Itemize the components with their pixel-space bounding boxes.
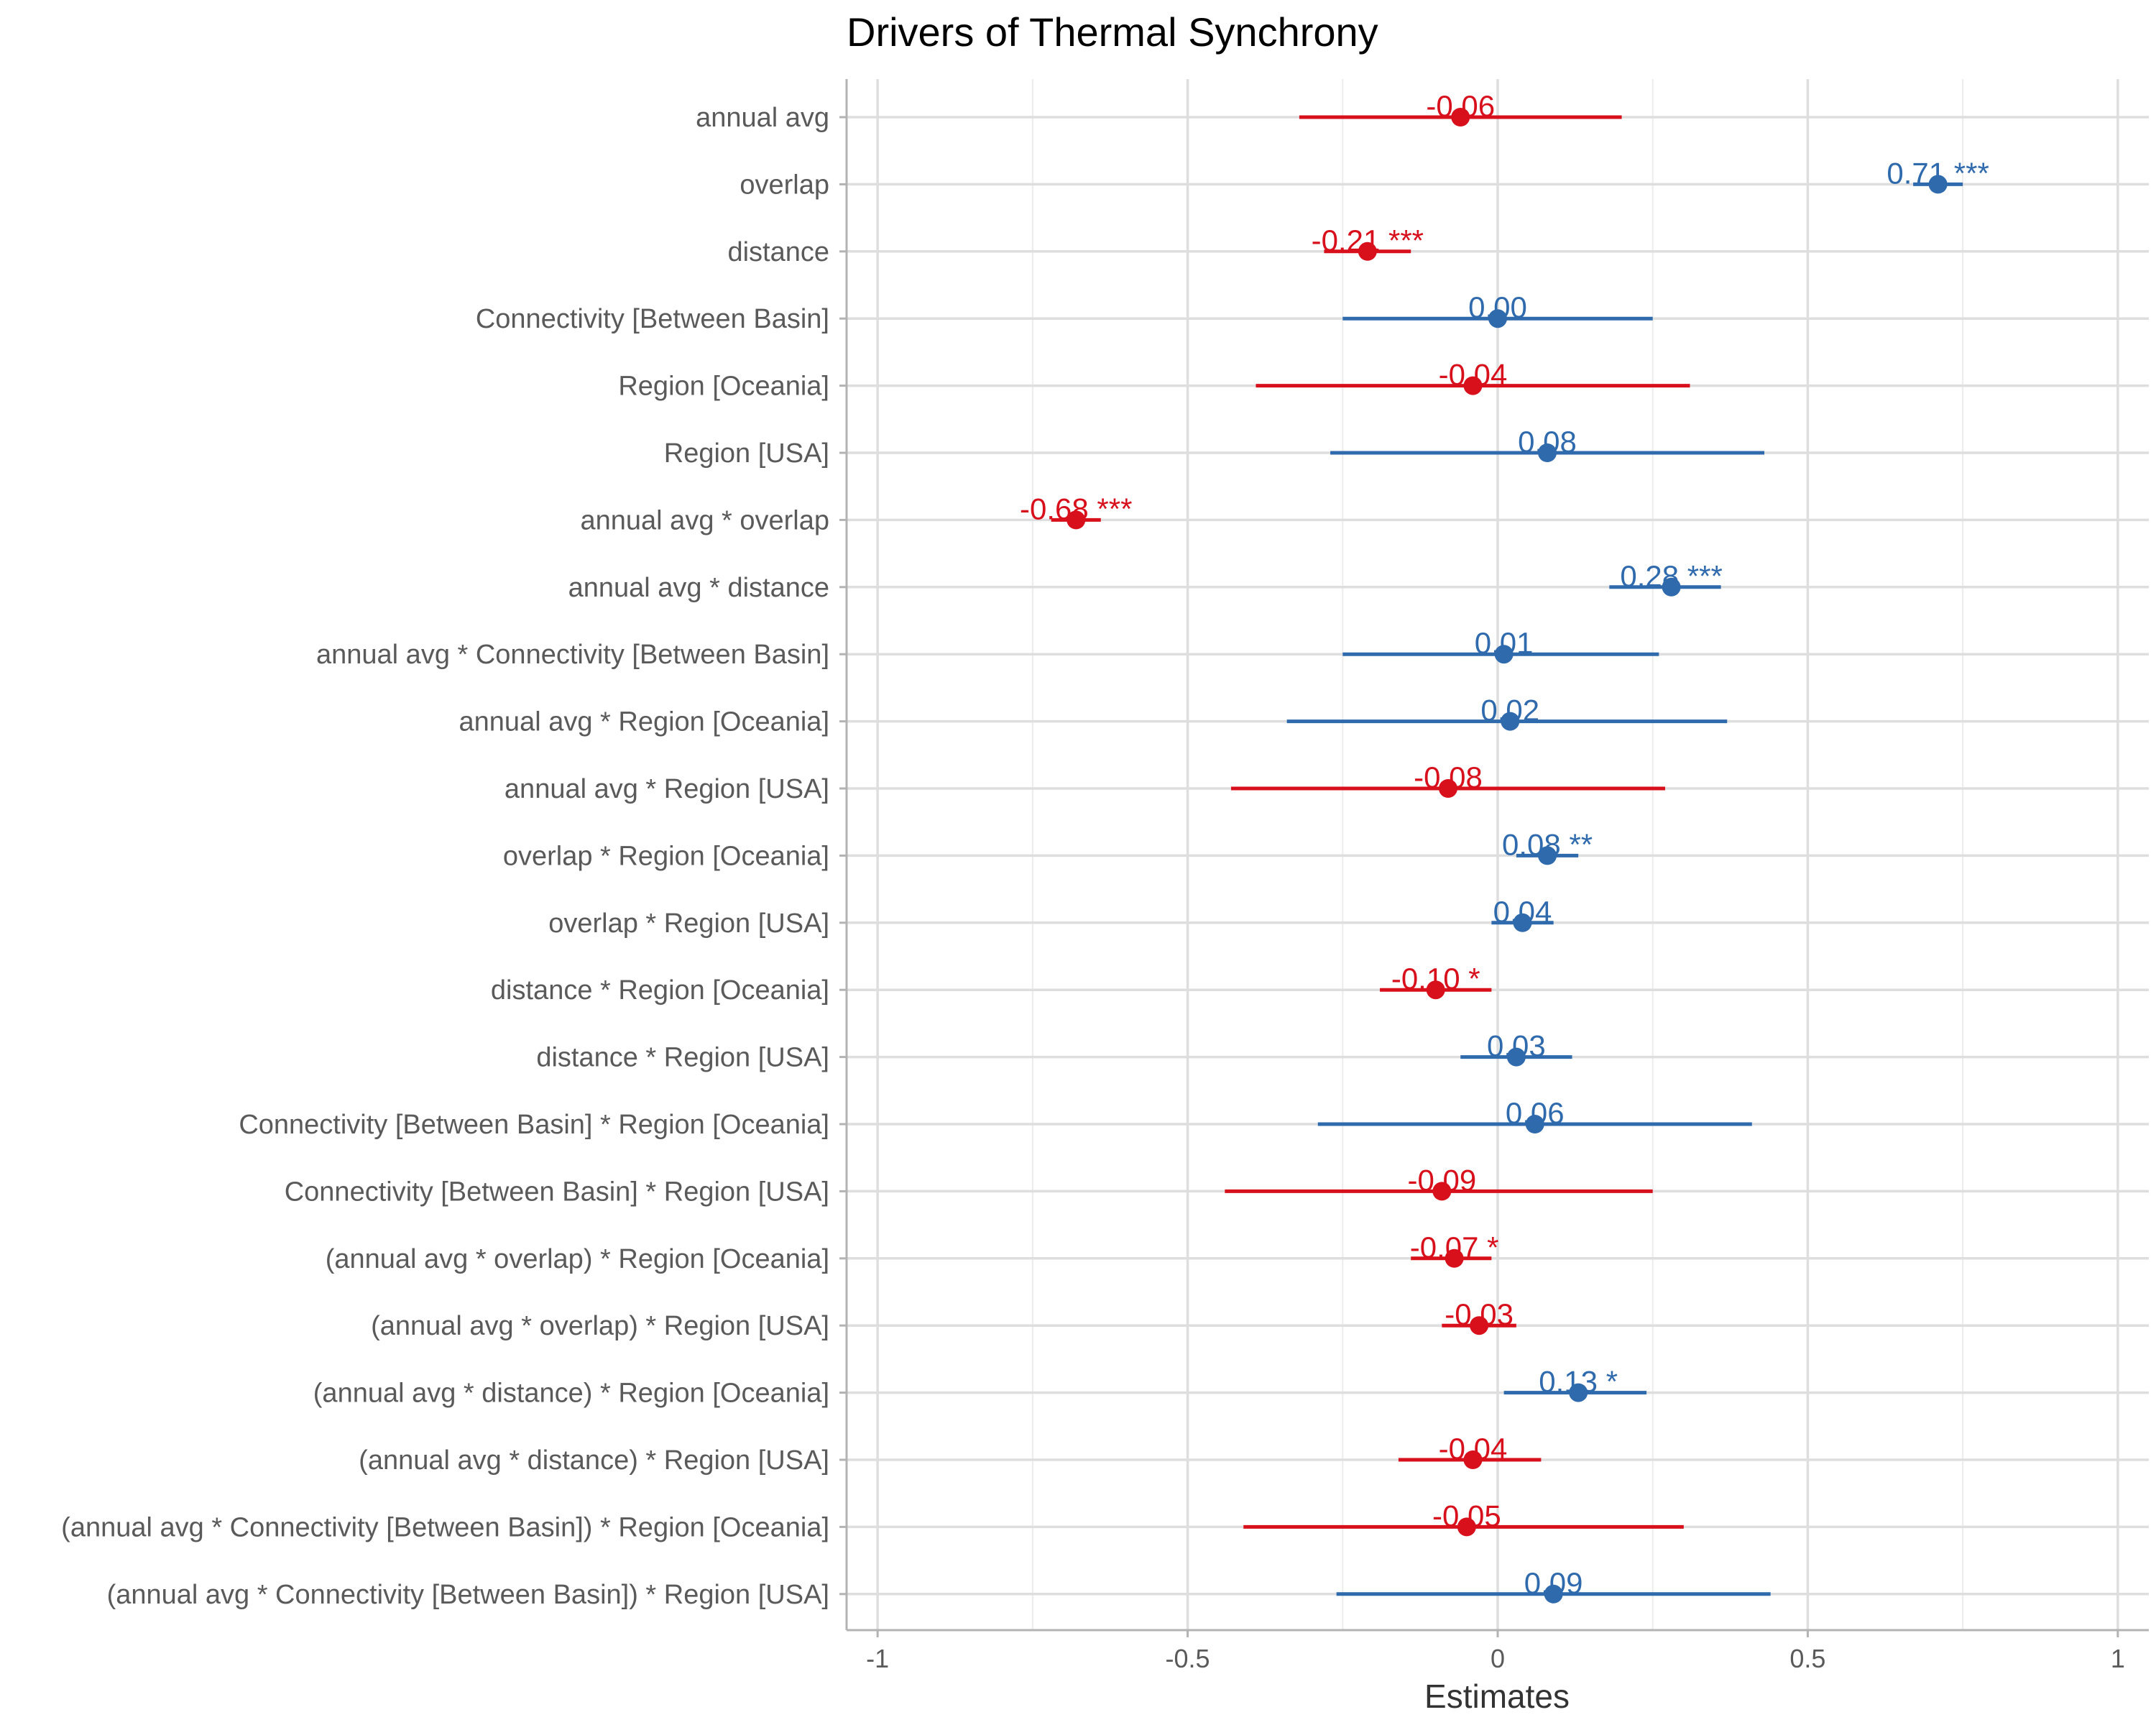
y-tick-label: Connectivity [Between Basin] * Region [U…: [285, 1177, 829, 1207]
y-tick-label: (annual avg * Connectivity [Between Basi…: [107, 1580, 829, 1610]
marks-layer: -0.06 0.71 *** -0.21 *** 0.00 -0.04 0.08 -0.68…: [1020, 89, 1989, 1604]
estimate-label: -0.21 ***: [1312, 224, 1424, 257]
y-tick-label: (annual avg * distance) * Region [Oceani…: [313, 1379, 829, 1409]
x-tick-label: -0.5: [1166, 1644, 1210, 1673]
estimate-label: 0.08: [1518, 425, 1577, 459]
estimate-point: [1538, 846, 1557, 865]
y-tick-label: distance: [727, 237, 829, 267]
estimate-label: 0.71 ***: [1886, 156, 1989, 190]
y-tick-label: distance * Region [Oceania]: [491, 975, 829, 1006]
y-tick-label: Connectivity [Between Basin] * Region [O…: [239, 1110, 829, 1140]
estimate-label: -0.05: [1432, 1499, 1501, 1532]
estimate-label: 0.02: [1480, 694, 1539, 727]
y-tick-label: distance * Region [USA]: [536, 1043, 829, 1073]
estimate-point: [1569, 1383, 1588, 1402]
y-tick-label: annual avg * overlap: [581, 505, 829, 535]
y-tick-label: annual avg * Region [Oceania]: [459, 707, 829, 737]
estimate-point: [1538, 443, 1557, 462]
estimate-label: 0.00: [1468, 290, 1527, 324]
estimate-point: [1463, 1450, 1483, 1469]
y-tick-label: annual avg * Connectivity [Between Basin…: [316, 640, 829, 670]
estimate-point: [1494, 645, 1514, 664]
estimate-label: -0.04: [1439, 1432, 1508, 1466]
estimate-point: [1544, 1584, 1563, 1604]
x-tick-label: 0: [1491, 1644, 1505, 1673]
chart-title: Drivers of Thermal Synchrony: [847, 9, 1378, 55]
estimate-point: [1067, 510, 1086, 530]
estimate-label: -0.03: [1445, 1297, 1514, 1331]
estimate-label: -0.10 *: [1391, 962, 1480, 995]
y-tick-label: annual avg * distance: [568, 573, 829, 603]
estimate-label: 0.13 *: [1539, 1365, 1618, 1399]
estimate-point: [1470, 1316, 1489, 1335]
estimate-label: 0.09: [1524, 1566, 1583, 1600]
x-axis-label: Estimates: [1424, 1678, 1570, 1715]
y-tick-label: (annual avg * Connectivity [Between Basi…: [61, 1512, 829, 1542]
estimate-point: [1438, 779, 1457, 798]
estimate-point: [1445, 1248, 1464, 1268]
estimate-label: 0.03: [1487, 1029, 1546, 1063]
estimate-point: [1432, 1182, 1452, 1201]
y-tick-label: Region [Oceania]: [618, 372, 829, 402]
y-tick-label: overlap * Region [Oceania]: [503, 841, 829, 871]
estimate-label: 0.04: [1493, 895, 1552, 929]
estimate-point: [1457, 1517, 1476, 1537]
estimate-label: -0.07 *: [1410, 1230, 1499, 1264]
estimate-point: [1426, 980, 1445, 1000]
y-tick-label: Connectivity [Between Basin]: [476, 304, 829, 334]
estimate-label: -0.04: [1439, 358, 1508, 392]
y-tick-label: annual avg: [696, 103, 829, 133]
estimate-point: [1463, 376, 1483, 395]
estimate-label: 0.08 **: [1502, 827, 1593, 861]
estimate-label: -0.68 ***: [1020, 492, 1132, 525]
estimate-point: [1662, 577, 1681, 597]
estimate-label: 0.06: [1506, 1096, 1565, 1130]
estimate-point: [1513, 913, 1532, 932]
estimate-point: [1451, 108, 1470, 126]
estimate-point: [1488, 309, 1507, 328]
y-tick-label: (annual avg * overlap) * Region [Oceania…: [326, 1244, 829, 1274]
estimate-point: [1506, 1047, 1526, 1067]
estimate-label: 0.28 ***: [1620, 559, 1722, 593]
y-tick-label: overlap: [740, 170, 829, 200]
estimate-point: [1928, 175, 1948, 194]
estimate-label: -0.06: [1426, 89, 1495, 123]
y-tick-label: annual avg * Region [USA]: [505, 774, 829, 804]
estimate-point: [1525, 1115, 1544, 1133]
estimate-label: -0.09: [1407, 1163, 1476, 1197]
estimate-point: [1358, 242, 1377, 261]
estimate-label: 0.01: [1475, 626, 1534, 660]
estimate-label: -0.08: [1414, 760, 1483, 794]
y-tick-label: Region [USA]: [664, 438, 829, 469]
estimate-point: [1501, 712, 1520, 731]
y-tick-label: (annual avg * distance) * Region [USA]: [359, 1445, 829, 1476]
x-tick-label: -1: [866, 1644, 889, 1673]
x-tick-label: 0.5: [1789, 1644, 1825, 1673]
y-tick-label: overlap * Region [USA]: [548, 908, 829, 939]
y-tick-label: (annual avg * overlap) * Region [USA]: [371, 1311, 829, 1341]
axis-layer: -1 -0.5 0 0.5 1 annual avg overlap distance Conn…: [61, 79, 2149, 1673]
x-tick-label: 1: [2111, 1644, 2125, 1673]
